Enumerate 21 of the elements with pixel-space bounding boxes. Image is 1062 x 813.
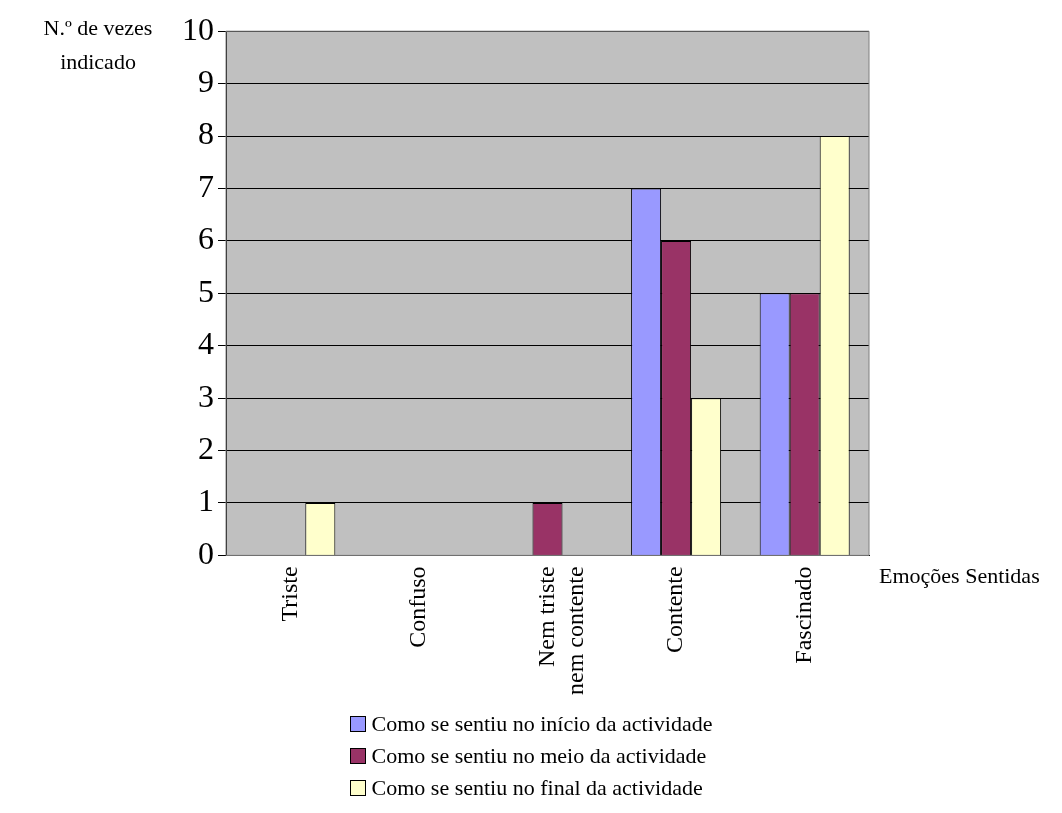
x-axis-title: Emoções Sentidas (879, 563, 1040, 589)
legend-label: Como se sentiu no meio da actividade (371, 742, 707, 770)
y-tick-label: 7 (198, 167, 214, 204)
y-tick-label: 9 (198, 63, 214, 100)
x-tick-label: Confuso (404, 566, 431, 648)
x-tick-label: Nem triste nem contente (532, 566, 588, 696)
y-axis-title: N.º de vezes indicado (43, 14, 153, 74)
y-tick-label: 5 (198, 272, 214, 309)
y-tick-label: 10 (182, 10, 214, 47)
y-tick-label: 3 (198, 377, 214, 414)
legend-label: Como se sentiu no final da actividade (371, 774, 703, 802)
y-tick-label: 1 (198, 482, 214, 519)
x-tick-label: Fascinado (790, 566, 816, 664)
y-tick-label: 2 (198, 429, 214, 466)
y-tick-label: 4 (198, 325, 214, 362)
y-tick-label: 8 (198, 115, 214, 152)
x-tick-label: Contente (661, 566, 688, 654)
y-tick-label: 0 (198, 534, 214, 571)
y-tick-label: 6 (198, 220, 214, 257)
legend-label: Como se sentiu no início da actividade (371, 710, 713, 738)
x-tick-label: Triste (275, 566, 302, 622)
